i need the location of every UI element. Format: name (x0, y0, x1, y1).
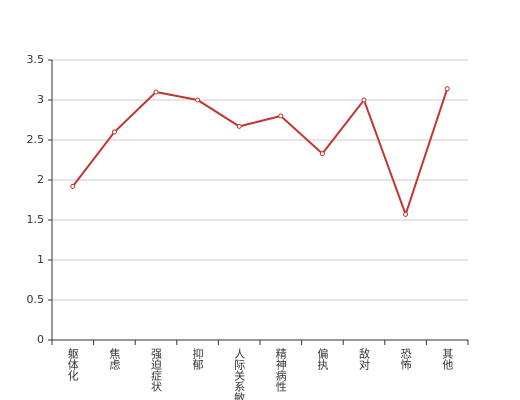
point (111, 129, 117, 135)
y-tick-label: 0 (37, 333, 44, 346)
y-tick-label: 1.5 (27, 213, 45, 226)
x-tick-label: 偏执 (316, 347, 329, 371)
x-tick-label: 躯体化 (66, 348, 79, 382)
line (72, 88, 449, 218)
point (278, 113, 284, 119)
x-tick-label: 人际关系敏感 (233, 348, 246, 400)
point (319, 151, 325, 157)
x-tick-label: 恐怖 (399, 348, 412, 370)
y-tick-label: 1 (37, 253, 44, 266)
point (195, 97, 201, 103)
point (444, 86, 450, 92)
x-tick-label: 抑郁 (191, 347, 204, 370)
point (153, 89, 159, 95)
y-tick-label: 3 (37, 93, 44, 106)
point (361, 97, 367, 103)
x-tick-label: 强迫症状 (150, 348, 163, 392)
point (70, 183, 76, 189)
x-tick-label: 焦虑 (108, 348, 121, 370)
point (403, 211, 409, 217)
y-tick-label: 3.5 (27, 53, 45, 66)
point (236, 123, 242, 129)
y-tick-label: 2.5 (27, 133, 45, 146)
y-tick-label: 2 (37, 173, 44, 186)
x-tick-label: 敌对 (358, 347, 371, 370)
x-tick-label: 精神病性 (274, 348, 287, 393)
x-tick-label: 其他 (441, 348, 454, 370)
y-tick-label: 0.5 (27, 293, 45, 306)
